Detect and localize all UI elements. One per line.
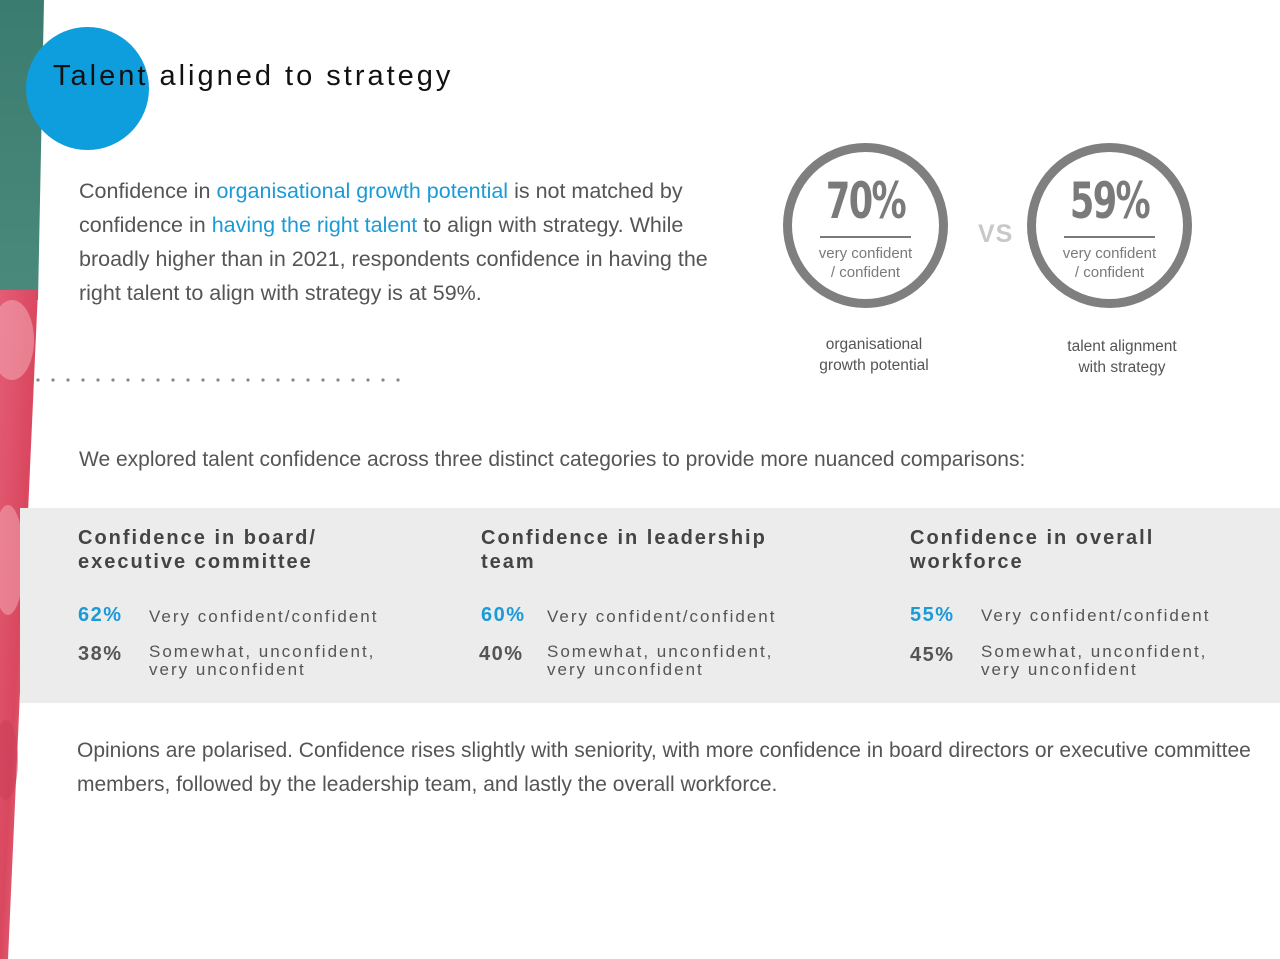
other-label-line-1: Somewhat, unconfident, xyxy=(547,642,774,661)
intro-paragraph: Confidence in organisational growth pote… xyxy=(79,174,729,310)
dotted-divider xyxy=(36,378,400,382)
category-leadership: Confidence in leadership team 60% Very c… xyxy=(479,526,861,679)
confident-label: Very confident/confident xyxy=(981,606,1211,625)
confident-percent: 60% xyxy=(481,604,526,626)
other-label-line-2: very unconfident xyxy=(981,660,1138,679)
other-label-line-1: Somewhat, unconfident, xyxy=(149,642,376,661)
sublabel-line-1: very confident xyxy=(1062,245,1157,262)
other-label: Somewhat, unconfident, very unconfident xyxy=(547,643,857,679)
category-title-line-2: executive committee xyxy=(78,551,313,573)
growth-potential-sublabel: very confident / confident xyxy=(792,244,939,282)
category-title: Confidence in leadership team xyxy=(481,526,861,574)
intro-text-3: to align with strategy. While broadly hi… xyxy=(79,213,708,305)
title-accent-circle xyxy=(26,27,149,150)
other-label: Somewhat, unconfident, very unconfident xyxy=(981,643,1280,679)
category-title-line-1: Confidence in overall xyxy=(910,527,1155,549)
category-title-line-2: team xyxy=(481,551,536,573)
page-title: Talent aligned to strategy xyxy=(53,60,454,92)
category-title: Confidence in board/ executive committee xyxy=(78,526,458,574)
confident-percent: 55% xyxy=(910,604,955,626)
vs-label: VS xyxy=(978,220,1014,248)
category-board: Confidence in board/ executive committee… xyxy=(78,526,458,679)
intro-text-2: is not matched by confidence in xyxy=(79,179,683,237)
other-label: Somewhat, unconfident, very unconfident xyxy=(149,643,459,679)
other-label-line-2: very unconfident xyxy=(547,660,704,679)
sublabel-line-2: / confident xyxy=(1074,264,1145,281)
confident-label: Very confident/confident xyxy=(149,607,379,626)
ring-divider xyxy=(1064,236,1155,238)
growth-potential-value: 70% xyxy=(825,172,907,230)
growth-potential-ring: 70% very confident / confident xyxy=(783,143,948,308)
other-percent: 40% xyxy=(479,643,524,665)
caption-line-1: talent alignment xyxy=(1067,338,1177,355)
category-title-line-2: workforce xyxy=(910,551,1024,573)
other-label-line-2: very unconfident xyxy=(149,660,306,679)
intro-highlight-growth: organisational growth potential xyxy=(216,179,509,203)
other-label-line-1: Somewhat, unconfident, xyxy=(981,642,1208,661)
talent-alignment-value: 59% xyxy=(1069,172,1151,230)
sublabel-line-2: / confident xyxy=(830,264,901,281)
category-title-line-1: Confidence in leadership xyxy=(481,527,767,549)
category-workforce: Confidence in overall workforce 55% Very… xyxy=(910,526,1280,679)
talent-alignment-ring: 59% very confident / confident xyxy=(1027,143,1192,308)
category-title-line-1: Confidence in board/ xyxy=(78,527,317,549)
decorative-side-strip xyxy=(0,0,44,959)
ring-divider xyxy=(820,236,911,238)
growth-potential-caption: organisational growth potential xyxy=(774,334,974,376)
intro-highlight-talent: having the right talent xyxy=(211,213,418,237)
category-title: Confidence in overall workforce xyxy=(910,526,1280,574)
sublabel-line-1: very confident xyxy=(818,245,913,262)
caption-line-1: organisational xyxy=(825,336,923,353)
intro-text-1: Confidence in xyxy=(79,179,217,203)
confident-percent: 62% xyxy=(78,604,123,626)
categories-band xyxy=(20,508,1280,703)
other-percent: 38% xyxy=(78,643,123,665)
confident-label: Very confident/confident xyxy=(547,607,777,626)
caption-line-2: growth potential xyxy=(819,357,929,374)
categories-lead-text: We explored talent confidence across thr… xyxy=(79,448,1026,471)
talent-alignment-sublabel: very confident / confident xyxy=(1036,244,1183,282)
talent-alignment-caption: talent alignment with strategy xyxy=(1022,336,1222,378)
caption-line-2: with strategy xyxy=(1078,359,1166,376)
conclusion-paragraph: Opinions are polarised. Confidence rises… xyxy=(77,739,1251,796)
other-percent: 45% xyxy=(910,644,955,666)
